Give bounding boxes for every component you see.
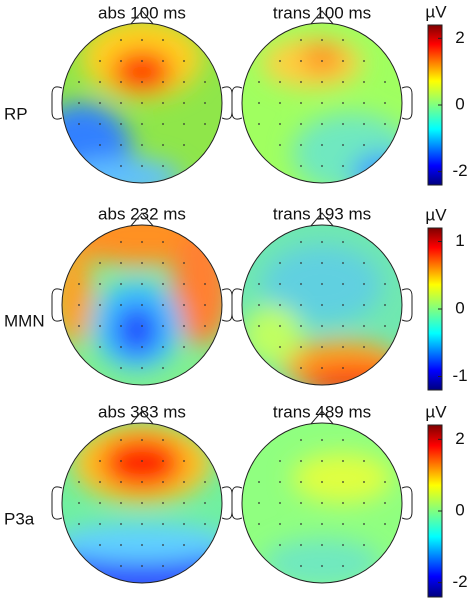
map-title: trans 489 ms — [273, 402, 371, 421]
ear — [51, 86, 63, 120]
row-label: RP — [4, 104, 28, 123]
ear — [221, 86, 233, 120]
head-outline — [241, 224, 403, 386]
nose — [129, 410, 155, 426]
map-title: abs 232 ms — [98, 204, 186, 223]
colorbar-tick-label: 0 — [455, 298, 464, 317]
nose — [129, 10, 155, 26]
nose — [129, 212, 155, 228]
nose — [309, 10, 335, 26]
colorbar-tick-label: 2 — [455, 28, 464, 47]
colorbar-tick-label: 1 — [455, 231, 464, 250]
ear — [401, 288, 413, 322]
map-title: trans 100 ms — [273, 3, 371, 22]
map-title: trans 193 ms — [273, 204, 371, 223]
head-outline — [61, 422, 223, 584]
ear — [231, 86, 243, 120]
ear — [401, 486, 413, 520]
ear — [221, 288, 233, 322]
ear — [51, 288, 63, 322]
ear — [51, 486, 63, 520]
map-title: abs 383 ms — [98, 402, 186, 421]
row-label: P3a — [4, 509, 35, 528]
head-outline — [241, 22, 403, 184]
colorbar-tick-label: 2 — [455, 429, 464, 448]
topomap — [62, 423, 222, 583]
colorbar-tick-label: -1 — [452, 366, 467, 385]
colorbar-tick-label: 0 — [455, 500, 464, 519]
topomap — [62, 23, 222, 183]
colorbar-tick-label: 0 — [455, 94, 464, 113]
ear — [231, 288, 243, 322]
colorbar-tick-label: -2 — [452, 161, 467, 180]
nose — [309, 410, 335, 426]
nose — [309, 212, 335, 228]
map-title: abs 100 ms — [98, 3, 186, 22]
colorbar-unit: µV — [425, 402, 447, 421]
head-outline — [61, 224, 223, 386]
head-outline — [61, 22, 223, 184]
colorbar-unit: µV — [425, 205, 447, 224]
ear — [221, 486, 233, 520]
topomap — [242, 225, 402, 385]
ear — [401, 86, 413, 120]
topomap — [242, 23, 402, 183]
colorbar-unit: µV — [425, 2, 447, 21]
topomap — [242, 423, 402, 583]
colorbar-tick-label: -2 — [452, 572, 467, 591]
row-label: MMN — [4, 311, 45, 330]
ear — [231, 486, 243, 520]
head-outline — [241, 422, 403, 584]
topomap — [62, 225, 222, 385]
